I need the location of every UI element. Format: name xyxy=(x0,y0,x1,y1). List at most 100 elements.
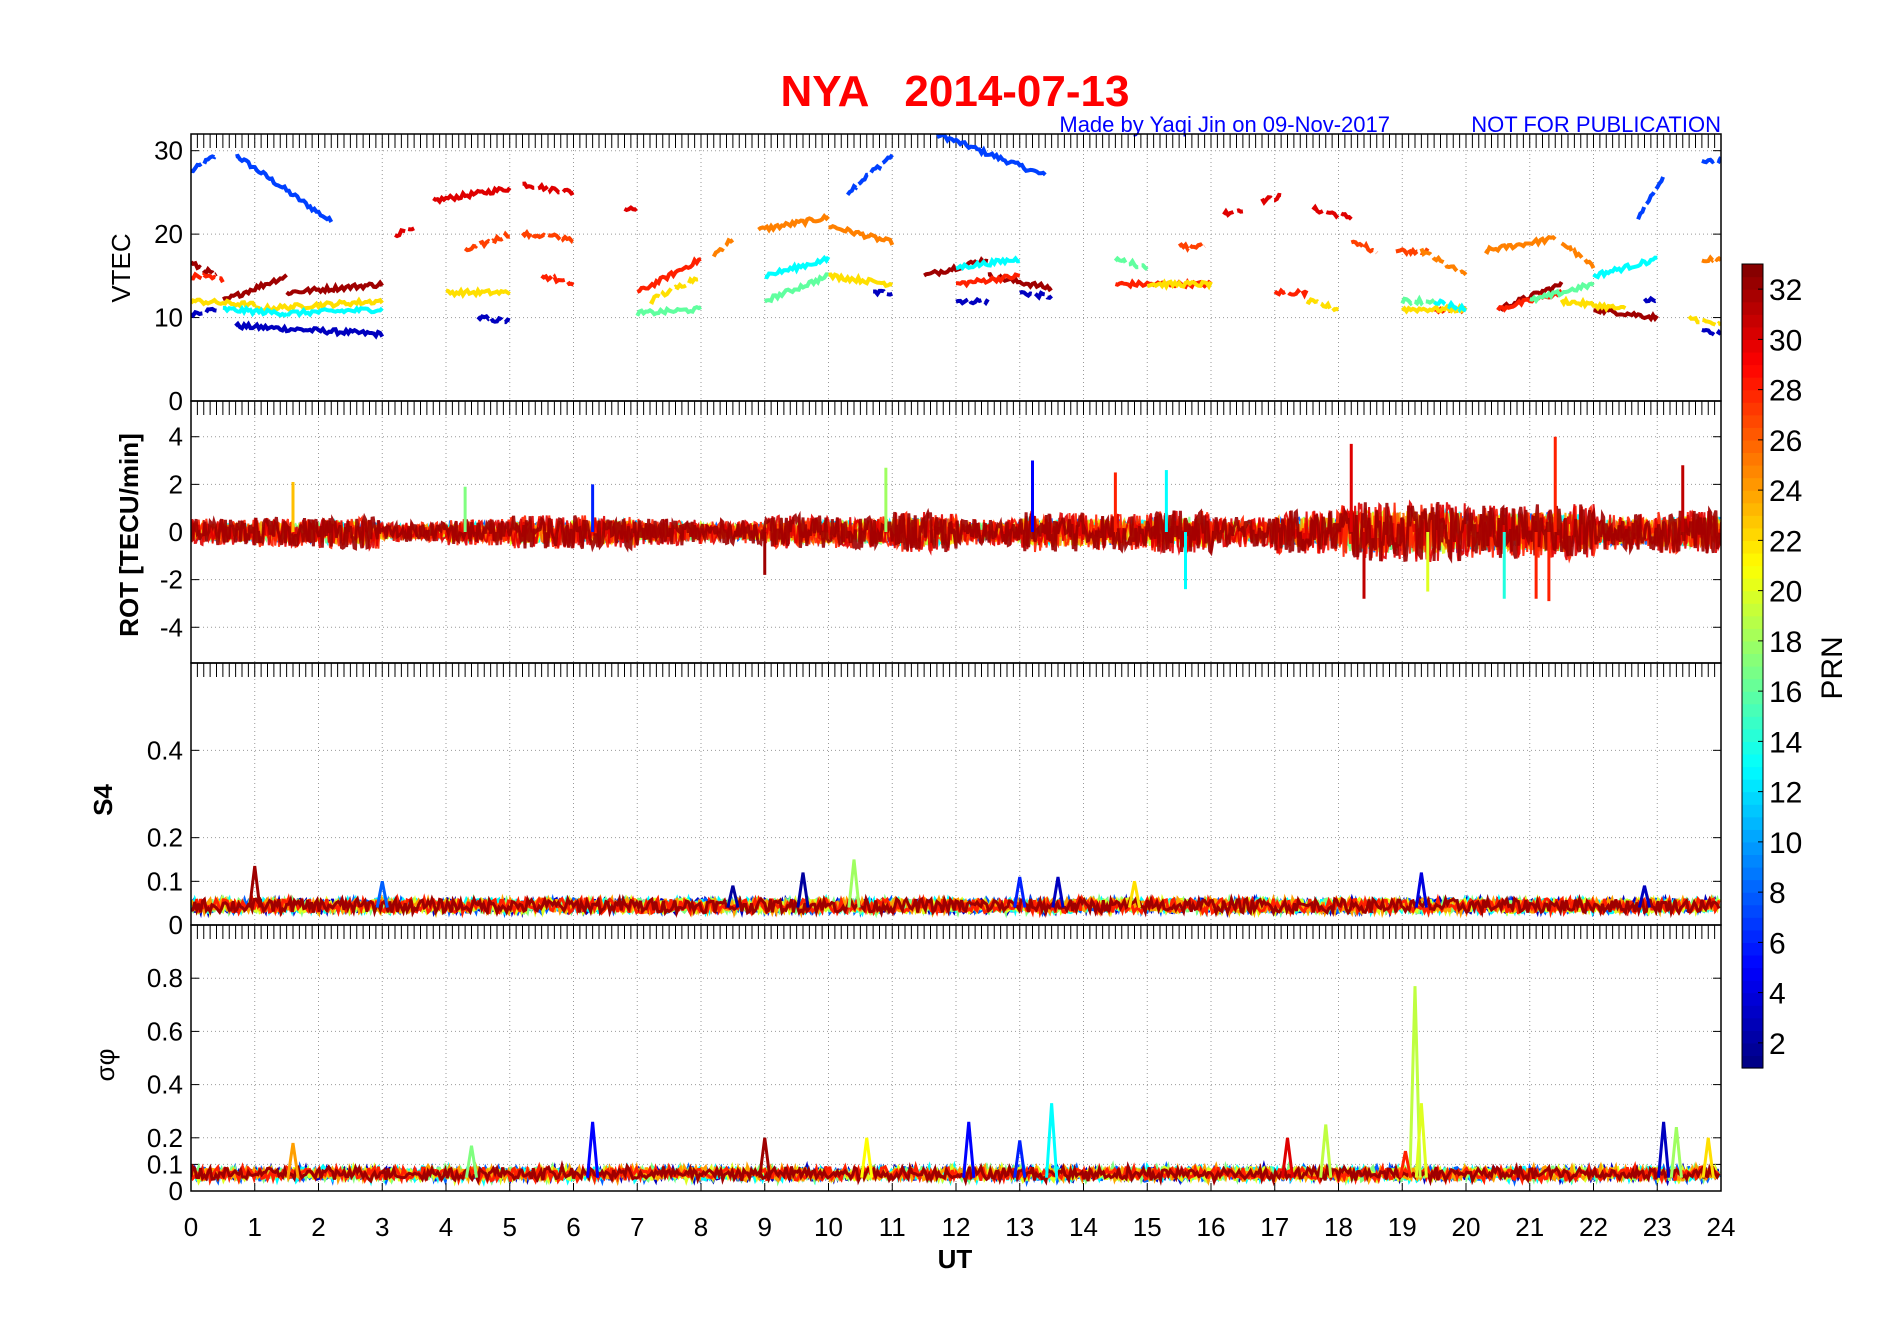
y-axis-label: σφ xyxy=(90,1049,120,1082)
colorbar-swatch xyxy=(1742,804,1763,818)
x-tick-label: 7 xyxy=(630,1212,644,1242)
sigma-phi-spike xyxy=(1669,1127,1683,1178)
colorbar-swatch xyxy=(1742,351,1763,366)
vtec-track-prn-28 xyxy=(191,271,225,284)
vtec-track-prn-13 xyxy=(222,304,288,318)
vtec-track-prn-7 xyxy=(1701,156,1721,165)
colorbar-swatch xyxy=(1742,766,1763,780)
x-tick-label: 17 xyxy=(1260,1212,1289,1242)
vtec-track-prn-30 xyxy=(394,226,415,239)
sigma-phi-spike xyxy=(1408,986,1422,1178)
colorbar-frame xyxy=(1741,263,1764,1069)
colorbar-swatch xyxy=(1742,552,1763,567)
colorbar-swatch xyxy=(1742,791,1763,805)
colorbar-tick-label: 12 xyxy=(1769,777,1802,810)
vtec-track-prn-32 xyxy=(222,273,288,302)
colorbar-swatch xyxy=(1742,276,1763,290)
vtec-track-prn-16 xyxy=(1400,294,1436,307)
vtec-track-prn-7 xyxy=(235,153,334,223)
colorbar-swatch xyxy=(1742,1042,1763,1057)
x-tick-label: 0 xyxy=(184,1212,198,1242)
panel-4: 00.10.2 0.4 0.6 0.8 σφ xyxy=(90,924,1722,1206)
vtec-track-prn-28 xyxy=(636,256,702,294)
sigma-phi-spike xyxy=(286,1142,300,1178)
colorbar-swatch xyxy=(1742,540,1763,554)
colorbar-tick-label: 10 xyxy=(1769,827,1802,860)
vtec-track-prn-30 xyxy=(522,181,575,196)
x-tick-label: 11 xyxy=(879,1212,906,1242)
colorbar-swatch xyxy=(1742,439,1763,454)
x-tick-label: 13 xyxy=(1005,1212,1034,1242)
s4-spike xyxy=(1013,876,1027,908)
vtec-track-prn-30 xyxy=(1260,192,1282,206)
s4-spike xyxy=(1414,872,1428,908)
colorbar-tick-label: 32 xyxy=(1769,274,1802,307)
sigma-phi-spike xyxy=(1414,1103,1428,1178)
colorbar-swatch xyxy=(1742,753,1763,768)
vtec-track-prn-3 xyxy=(1642,295,1659,304)
x-tick-label: 20 xyxy=(1452,1212,1481,1242)
vtec-track-prn-22 xyxy=(254,296,384,313)
colorbar-swatch xyxy=(1742,678,1763,692)
colorbar-swatch xyxy=(1742,364,1763,378)
x-tick-label: 9 xyxy=(758,1212,772,1242)
vtec-track-prn-28 xyxy=(540,273,575,287)
vtec-track-prn-25 xyxy=(711,237,735,258)
colorbar-swatch xyxy=(1742,816,1763,830)
colorbar-swatch xyxy=(1742,917,1763,931)
y-tick-label: 0.2 xyxy=(147,823,183,853)
colorbar-swatch xyxy=(1742,502,1763,516)
vtec-track-prn-13 xyxy=(764,254,831,280)
panel-frame xyxy=(190,662,1722,926)
y-tick-label: 10 xyxy=(154,303,183,333)
colorbar-swatch xyxy=(1742,578,1763,592)
colorbar-swatch xyxy=(1742,967,1763,981)
vtec-track-prn-25 xyxy=(1419,247,1468,277)
colorbar-swatch xyxy=(1742,477,1763,491)
x-tick-label: 21 xyxy=(1515,1212,1544,1242)
x-tick-label: 10 xyxy=(814,1212,843,1242)
colorbar-swatch xyxy=(1742,314,1763,328)
colorbar-swatch xyxy=(1742,954,1763,969)
sigma-phi-spike xyxy=(962,1121,976,1178)
vtec-track-prn-22 xyxy=(1687,314,1721,329)
colorbar-swatch xyxy=(1742,653,1763,667)
y-tick-label: -4 xyxy=(160,612,183,642)
vtec-track-prn-7 xyxy=(1636,174,1666,221)
y-tick-label: 0.4 xyxy=(147,735,183,765)
x-tick-label: 8 xyxy=(694,1212,708,1242)
s4-spike xyxy=(1637,885,1652,908)
colorbar-tick-label: 28 xyxy=(1769,375,1802,408)
colorbar-swatch xyxy=(1742,414,1763,428)
colorbar-swatch xyxy=(1742,603,1763,617)
vtec-track-prn-30 xyxy=(432,185,512,205)
sigma-phi-spike xyxy=(586,1121,600,1178)
vtec-track-prn-27 xyxy=(463,230,510,253)
x-tick-label: 14 xyxy=(1069,1212,1098,1242)
colorbar-tick-label: 14 xyxy=(1769,726,1802,759)
vtec-track-prn-22 xyxy=(828,272,893,289)
vtec-track-prn-3 xyxy=(955,295,990,307)
colorbar-swatch xyxy=(1742,854,1763,868)
colorbar-tick-label: 26 xyxy=(1769,425,1802,458)
vtec-track-prn-22 xyxy=(191,297,257,311)
vtec-track-prn-3 xyxy=(476,314,511,325)
vtec-track-prn-25 xyxy=(1560,241,1596,269)
vtec-track-prn-25 xyxy=(828,224,895,246)
vtec-track-prn-7 xyxy=(191,152,219,174)
vtec-track-prn-22 xyxy=(1400,302,1468,315)
vtec-track-prn-22 xyxy=(1146,278,1213,291)
sigma-phi-spike xyxy=(1657,1121,1671,1178)
colorbar-swatch xyxy=(1742,929,1763,943)
colorbar-swatch xyxy=(1742,1055,1763,1069)
colorbar-swatch xyxy=(1742,691,1763,705)
colorbar-swatch xyxy=(1742,452,1763,466)
colorbar-tick-label: 18 xyxy=(1769,626,1802,659)
y-axis-label: ROT [TECU/min] xyxy=(114,433,144,637)
colorbar-tick-label: 4 xyxy=(1769,978,1786,1011)
sigma-phi-spike xyxy=(1701,1137,1715,1178)
vtec-track-prn-22 xyxy=(649,276,702,305)
colorbar-swatch xyxy=(1742,377,1763,391)
vtec-track-prn-28 xyxy=(956,272,1021,289)
y-tick-label: 0 xyxy=(169,1176,183,1206)
